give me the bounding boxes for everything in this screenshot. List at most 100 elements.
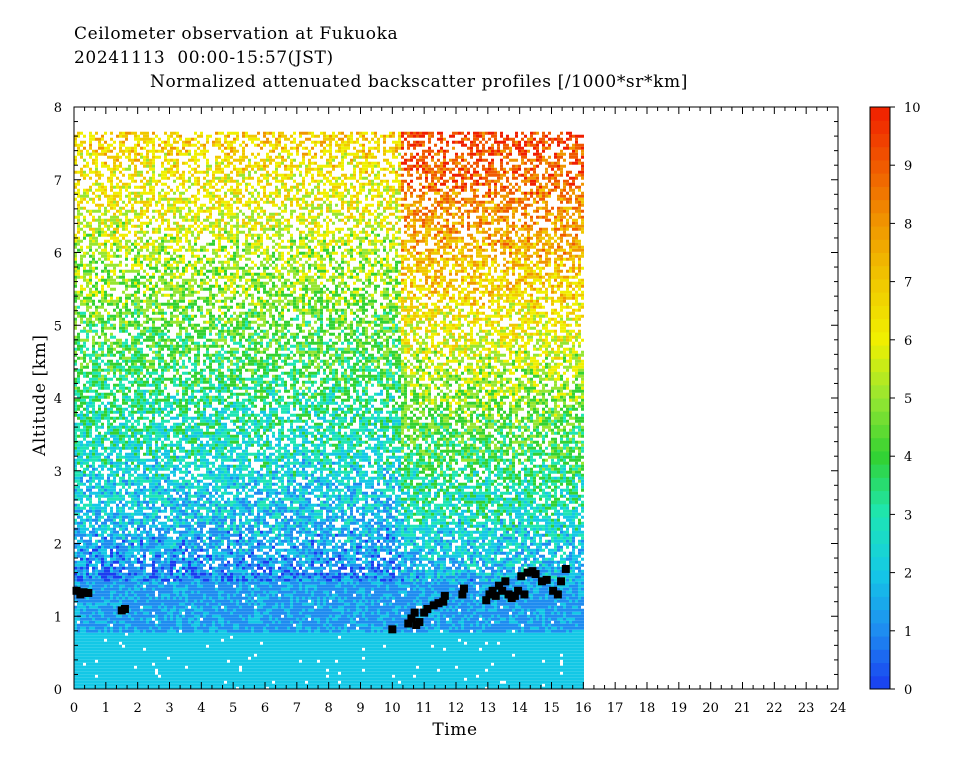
heatmap-cell [101,305,104,309]
heatmap-cell [143,608,146,612]
heatmap-cell [134,656,137,660]
heatmap-cell [113,542,116,546]
heatmap-cell [110,686,113,689]
heatmap-cell [116,341,119,345]
heatmap-cell [110,566,113,570]
heatmap-cell [131,311,134,315]
heatmap-cell [149,650,152,654]
heatmap-cell [155,302,158,306]
heatmap-cell [98,404,101,408]
heatmap-cell [173,653,176,657]
heatmap-cell [98,650,101,654]
heatmap-cell [143,683,146,687]
heatmap-cell [89,377,92,381]
heatmap-cell [155,155,158,159]
heatmap-cell [152,518,155,522]
heatmap-cell [170,539,173,543]
heatmap-cell [149,317,152,321]
heatmap-cell [152,392,155,396]
heatmap-cell [92,260,95,264]
heatmap-cell [140,191,143,195]
heatmap-cell [74,497,77,501]
heatmap-cell [152,479,155,483]
heatmap-cell [179,176,182,180]
heatmap-cell [110,137,113,141]
heatmap-cell [128,398,131,402]
heatmap-cell [74,272,77,276]
heatmap-cell [125,167,128,171]
heatmap-cell [152,503,155,507]
heatmap-cell [149,686,152,689]
heatmap-cell [95,281,98,285]
heatmap-cell [152,590,155,594]
heatmap-cell [152,599,155,603]
heatmap-cell [176,668,179,672]
heatmap-cell [161,542,164,546]
heatmap-cell [89,155,92,159]
heatmap-cell [167,530,170,534]
heatmap-cell [158,212,161,216]
heatmap-cell [110,515,113,519]
heatmap-cell [173,632,176,636]
heatmap-cell [131,434,134,438]
heatmap-cell [110,506,113,510]
heatmap-cell [110,665,113,669]
heatmap-cell [170,305,173,309]
heatmap-cell [158,278,161,282]
heatmap-cell [122,461,125,465]
heatmap-cell [125,440,128,444]
heatmap-cell [158,350,161,354]
heatmap-cell [125,323,128,327]
heatmap-cell [107,503,110,507]
heatmap-cell [83,443,86,447]
heatmap-cell [125,182,128,186]
heatmap-cell [137,485,140,489]
heatmap-cell [158,473,161,477]
heatmap-cell [110,632,113,636]
heatmap-cell [116,548,119,552]
heatmap-cell [161,467,164,471]
heatmap-cell [155,500,158,504]
heatmap-cell [89,398,92,402]
heatmap-cell [89,644,92,648]
heatmap-cell [158,224,161,228]
heatmap-cell [80,140,83,144]
heatmap-cell [113,218,116,222]
heatmap-cell [128,545,131,549]
heatmap-cell [113,269,116,273]
heatmap-cell [110,557,113,561]
heatmap-cell [125,671,128,675]
heatmap-cell [137,482,140,486]
heatmap-cell [86,419,89,423]
heatmap-cell [83,344,86,348]
heatmap-cell [173,623,176,627]
heatmap-cell [179,323,182,327]
heatmap-cell [143,176,146,180]
heatmap-cell [149,164,152,168]
heatmap-cell [176,638,179,642]
heatmap-cell [152,521,155,525]
heatmap-cell [137,311,140,315]
heatmap-cell [161,347,164,351]
heatmap-cell [107,146,110,150]
heatmap-cell [137,629,140,633]
heatmap-cell [77,380,80,384]
heatmap-cell [146,134,149,138]
heatmap-cell [80,311,83,315]
heatmap-cell [80,392,83,396]
heatmap-cell [113,683,116,687]
heatmap-cell [122,383,125,387]
heatmap-cell [149,656,152,660]
heatmap-cell [134,557,137,561]
heatmap-cell [98,638,101,642]
heatmap-cell [167,617,170,621]
heatmap-cell [176,617,179,621]
heatmap-cell [143,617,146,621]
heatmap-cell [170,320,173,324]
heatmap-cell [116,599,119,603]
heatmap-cell [170,149,173,153]
heatmap-cell [77,512,80,516]
heatmap-cell [119,281,122,285]
heatmap-cell [176,569,179,573]
heatmap-cell [110,458,113,462]
